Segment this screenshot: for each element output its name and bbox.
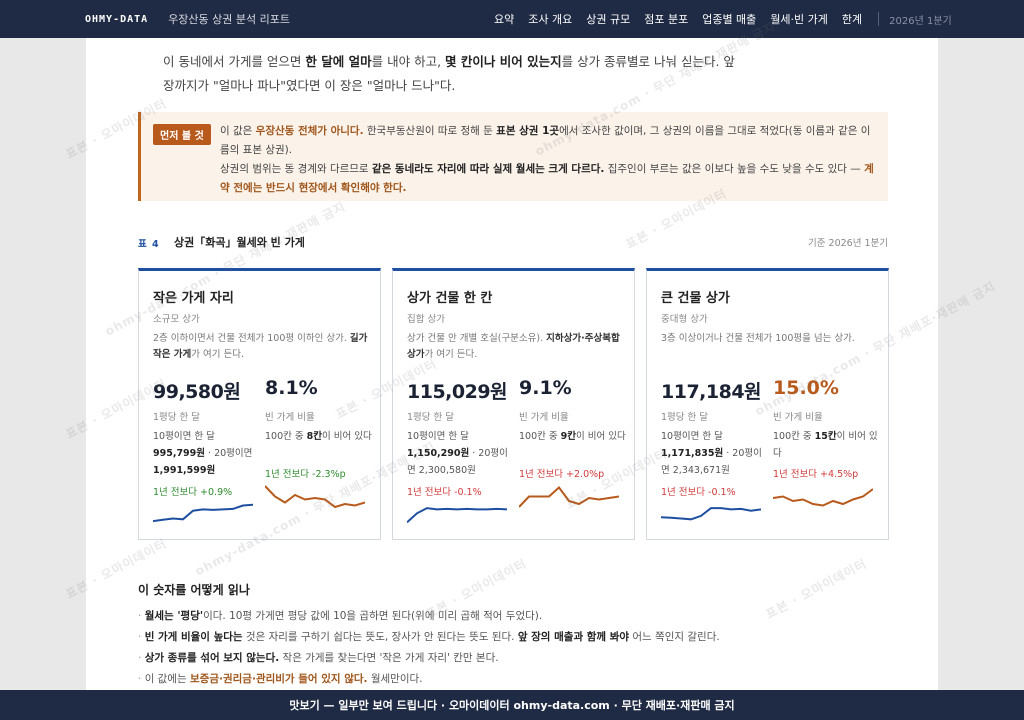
table-base-date: 기준 2026년 1분기 bbox=[808, 238, 888, 249]
vacancy-sparkline bbox=[773, 488, 873, 507]
rent-value: 99,580원 bbox=[153, 381, 241, 403]
nav-item-size[interactable]: 상권 규모 bbox=[586, 13, 631, 26]
table-heading: 표 4 상권「화곡」월세와 빈 가게 기준 2026년 1분기 bbox=[138, 234, 888, 250]
card-description: 3층 이상이거나 건물 전체가 100평을 넘는 상가. bbox=[661, 333, 855, 344]
vacancy-label: 빈 가게 비율 bbox=[773, 412, 823, 423]
footer-bar: 맛보기 — 일부만 보여 드립니다 · 오마이데이터 ohmy-data.com… bbox=[0, 690, 1024, 720]
rent-label: 1평당 한 달 bbox=[153, 412, 201, 423]
vacancy-value: 15.0% bbox=[773, 377, 839, 399]
rent-detail: 10평이면 한 달 995,799원 · 20평이면 1,991,599원 bbox=[153, 431, 253, 476]
vacancy-change: 1년 전보다 +4.5%p bbox=[773, 469, 859, 480]
sparkline-path bbox=[773, 488, 873, 507]
notice-text: 이 값은 우장산동 전체가 아니다. 한국부동산원이 따로 정해 둔 표본 상권… bbox=[220, 125, 874, 194]
vacancy-value: 9.1% bbox=[519, 377, 572, 399]
nav-item-sales[interactable]: 업종별 매출 bbox=[702, 13, 757, 26]
list-item: 빈 가게 비율이 높다는 것은 자리를 구하기 쉽다는 뜻도, 장사가 안 된다… bbox=[138, 627, 888, 648]
card-description: 상가 건물 안 개별 호실(구분소유). 지하상가·주상복합 상가가 여기 든다… bbox=[407, 333, 620, 360]
rent-label: 1평당 한 달 bbox=[407, 412, 455, 423]
rent-label: 1평당 한 달 bbox=[661, 412, 709, 423]
card-small-shop: 작은 가게 자리 소규모 상가 2층 이하이면서 건물 전체가 100평 이하인… bbox=[138, 268, 381, 540]
rent-detail: 10평이면 한 달 1,171,835원 · 20평이면 2,343,671원 bbox=[661, 431, 762, 476]
vacancy-change: 1년 전보다 -2.3%p bbox=[265, 469, 346, 480]
rent-value: 115,029원 bbox=[407, 381, 508, 403]
sparkline-path bbox=[265, 485, 365, 509]
rent-change: 1년 전보다 +0.9% bbox=[153, 487, 233, 498]
rent-change: 1년 전보다 -0.1% bbox=[407, 487, 482, 498]
rent-sparkline bbox=[153, 503, 253, 523]
list-item: 상가 종류를 섞어 보지 않는다. 작은 가게를 찾는다면 '작은 가게 자리'… bbox=[138, 648, 888, 669]
brand-logo[interactable]: OHMY-DATA bbox=[85, 13, 149, 25]
notice-box: 먼저 볼 것 이 값은 우장산동 전체가 아니다. 한국부동산원이 따로 정해 … bbox=[138, 112, 888, 201]
sparkline-path bbox=[407, 507, 507, 524]
card-title: 작은 가게 자리 bbox=[153, 291, 234, 306]
nav-item-distribution[interactable]: 점포 분포 bbox=[644, 13, 689, 26]
howto-title: 이 숫자를 어떻게 읽나 bbox=[138, 583, 250, 597]
card-subtitle: 집합 상가 bbox=[407, 314, 445, 325]
rent-detail: 10평이면 한 달 1,150,290원 · 20평이면 2,300,580원 bbox=[407, 431, 508, 476]
table-title: 상권「화곡」월세와 빈 가게 bbox=[174, 236, 305, 249]
vacancy-sparkline bbox=[265, 485, 365, 509]
card-title: 큰 건물 상가 bbox=[661, 291, 730, 306]
rent-value: 117,184원 bbox=[661, 381, 762, 403]
card-collective-shop: 상가 건물 한 칸 집합 상가 상가 건물 안 개별 호실(구분소유). 지하상… bbox=[392, 268, 635, 540]
top-navigation-bar: OHMY-DATA 우장산동 상권 분석 리포트 요약 조사 개요 상권 규모 … bbox=[0, 0, 1024, 38]
rent-change: 1년 전보다 -0.1% bbox=[661, 487, 736, 498]
report-date: 2026년 1분기 bbox=[889, 15, 952, 27]
rent-sparkline bbox=[661, 507, 761, 521]
vacancy-detail: 100칸 중 8칸이 비어 있다 bbox=[265, 431, 372, 442]
sparkline-path bbox=[661, 507, 761, 521]
nav-item-limits[interactable]: 한계 bbox=[841, 13, 863, 26]
card-title: 상가 건물 한 칸 bbox=[407, 291, 493, 306]
howto-list: 월세는 '평당'이다. 10평 가게면 평당 값에 10을 곱하면 된다(위에 … bbox=[138, 606, 888, 690]
sparkline-path bbox=[153, 503, 253, 523]
report-page: 이 동네에서 가게를 얻으면 한 달에 얼마를 내야 하고, 몇 칸이나 비어 … bbox=[86, 38, 938, 690]
vacancy-sparkline bbox=[519, 486, 619, 508]
card-subtitle: 소규모 상가 bbox=[153, 314, 200, 325]
intro-paragraph: 이 동네에서 가게를 얻으면 한 달에 얼마를 내야 하고, 몇 칸이나 비어 … bbox=[163, 54, 735, 93]
list-item: 이 값에는 보증금·권리금·관리비가 들어 있지 않다. 월세만이다. bbox=[138, 669, 888, 690]
nav-divider bbox=[878, 12, 880, 26]
vacancy-value: 8.1% bbox=[265, 377, 318, 399]
vacancy-detail: 100칸 중 9칸이 비어 있다 bbox=[519, 431, 626, 442]
card-subtitle: 중대형 상가 bbox=[661, 314, 708, 325]
notice-tag: 먼저 볼 것 bbox=[153, 124, 211, 145]
table-number: 표 4 bbox=[138, 239, 160, 250]
list-item: 월세는 '평당'이다. 10평 가게면 평당 값에 10을 곱하면 된다(위에 … bbox=[138, 606, 888, 627]
card-large-building: 큰 건물 상가 중대형 상가 3층 이상이거나 건물 전체가 100평을 넘는 … bbox=[646, 268, 889, 540]
card-description: 2층 이하이면서 건물 전체가 100평 이하인 상가. 길가 작은 가게가 여… bbox=[153, 333, 368, 360]
vacancy-change: 1년 전보다 +2.0%p bbox=[519, 469, 605, 480]
nav-item-summary[interactable]: 요약 bbox=[494, 13, 515, 26]
vacancy-label: 빈 가게 비율 bbox=[265, 412, 315, 423]
nav-item-rent-vacancy[interactable]: 월세·빈 가게 bbox=[770, 13, 828, 26]
vacancy-detail: 100칸 중 15칸이 비어 있다 bbox=[773, 431, 878, 459]
sparkline-path bbox=[519, 486, 619, 508]
rent-sparkline bbox=[407, 507, 507, 524]
nav-item-overview[interactable]: 조사 개요 bbox=[528, 13, 573, 26]
vacancy-label: 빈 가게 비율 bbox=[519, 412, 569, 423]
section-nav: 요약 조사 개요 상권 규모 점포 분포 업종별 매출 월세·빈 가게 한계 2… bbox=[494, 0, 952, 38]
report-subtitle: 우장산동 상권 분석 리포트 bbox=[168, 13, 290, 26]
